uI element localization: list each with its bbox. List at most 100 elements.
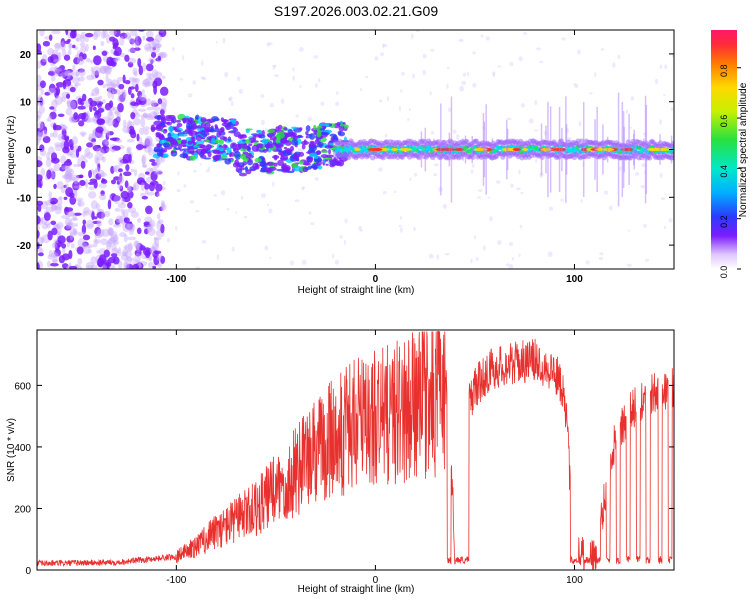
spectrogram-cell	[187, 93, 193, 98]
spectrogram-cell	[127, 202, 133, 209]
spectrogram-cell	[148, 73, 155, 83]
spectrogram-cell	[205, 169, 210, 173]
spectrogram-cell	[149, 219, 156, 228]
spectrogram-cell	[68, 265, 78, 269]
spectrogram-cell	[585, 260, 590, 265]
spectrogram-cell	[79, 179, 86, 186]
spectrogram-cell	[58, 196, 63, 200]
spectrogram-cell	[61, 263, 69, 269]
spectrogram-cell	[251, 140, 260, 143]
spectrogram-cell	[37, 120, 44, 131]
spectrogram-cell	[179, 153, 189, 159]
spectrogram-cell	[305, 125, 311, 132]
spectrogram-cell	[159, 30, 163, 37]
spectrogram-cell	[142, 78, 150, 86]
spectrogram-cell	[126, 186, 131, 191]
spectrogram-cell	[88, 169, 92, 179]
spectrogram-cell	[472, 51, 477, 55]
spectrogram-cell	[204, 122, 211, 128]
spectrogram-cell	[68, 219, 73, 229]
spectrogram-cell	[580, 148, 589, 151]
spectrogram-cell	[111, 148, 116, 153]
spectrogram-cell	[152, 106, 161, 111]
spectrogram-cell	[268, 42, 273, 45]
spectrogram-cell	[46, 169, 52, 180]
spectrogram-cell	[154, 71, 163, 79]
spectrogram-cell	[77, 105, 86, 110]
spectrogram-cell	[518, 253, 521, 258]
spectrogram-streak	[420, 131, 423, 168]
spectrogram-cell	[113, 110, 119, 115]
spectrogram-cell	[46, 118, 50, 122]
spectrogram-cell	[144, 216, 153, 224]
spectrogram-cell	[435, 139, 441, 145]
spectrogram-cell	[259, 160, 267, 168]
spectrogram-cell	[265, 167, 273, 174]
spectrogram-cell	[92, 106, 97, 112]
spectrogram-cell	[151, 102, 159, 107]
spectrogram-cell	[57, 197, 63, 206]
spectrogram-cell	[98, 95, 103, 100]
spectrogram-cell	[52, 250, 56, 258]
spectrogram-cell	[153, 237, 162, 241]
spectrogram-cell	[145, 249, 151, 259]
spectrogram-cell	[213, 118, 220, 122]
spectrogram-cell	[276, 147, 283, 152]
spectrogram-cell	[291, 162, 298, 169]
spectrogram-cell	[127, 48, 137, 53]
spectrogram-cell	[317, 165, 323, 170]
spectrogram-streak	[617, 92, 620, 207]
spectrogram-cell	[47, 47, 55, 56]
spectrogram-cell	[58, 51, 62, 61]
spectrogram-cell	[160, 200, 166, 209]
spectrogram-cell	[179, 149, 183, 152]
spectrogram-cell	[111, 231, 118, 240]
spectrogram-cell	[509, 61, 514, 67]
spectrogram-cell	[335, 101, 340, 107]
spectrogram-cell	[272, 155, 280, 159]
spectrogram-cell	[48, 250, 53, 258]
spectrogram-cell	[80, 31, 87, 39]
spectrogram-cell	[518, 56, 523, 62]
spectrogram-cell	[55, 224, 61, 230]
spectrogram-cell	[247, 146, 251, 152]
spectrogram-cell	[112, 223, 122, 228]
spectrogram-cell	[87, 223, 94, 228]
spectrogram-cell	[112, 256, 120, 265]
spectrogram-cell	[64, 172, 73, 179]
spectrogram-cell	[155, 183, 163, 192]
spectrogram-streak	[540, 123, 543, 176]
spectrogram-cell	[291, 139, 298, 146]
spectrogram-cell	[77, 68, 85, 73]
spectrogram-cell	[497, 239, 502, 246]
spectrogram-cell	[121, 197, 125, 205]
spectrogram-cell	[148, 57, 156, 64]
spectrogram-cell	[264, 144, 274, 149]
spectrogram-x-ticks: -100 0 100	[166, 30, 583, 285]
spectrogram-cell	[267, 129, 276, 134]
spectrogram-cell	[109, 36, 116, 42]
spectrogram-cell	[90, 92, 95, 97]
spectrogram-cell	[156, 169, 163, 176]
spectrogram-cell	[120, 254, 129, 261]
spectrogram-cell	[126, 223, 135, 228]
spectrogram-cell	[382, 44, 388, 48]
spectrogram-streak	[561, 127, 563, 172]
spectrogram-cell	[91, 140, 96, 147]
spectrogram-cell	[51, 255, 58, 263]
spectrogram-cell	[256, 130, 263, 134]
spectrogram-cell	[510, 183, 514, 188]
spectrogram-cell	[339, 235, 343, 239]
colorbar-tick-label: 0.6	[719, 115, 729, 128]
spectrogram-cell	[329, 159, 338, 167]
spectrogram-cell	[113, 30, 121, 38]
spectrogram-cell	[43, 221, 51, 226]
spectrogram-cell	[63, 140, 70, 150]
spectrogram-cell	[327, 148, 332, 155]
spectrogram-cell	[161, 201, 165, 212]
spectrogram-cell	[127, 186, 134, 192]
spectrogram-cell	[127, 57, 137, 64]
spectrogram-streak	[464, 135, 467, 164]
spectrogram-cell	[192, 80, 197, 85]
